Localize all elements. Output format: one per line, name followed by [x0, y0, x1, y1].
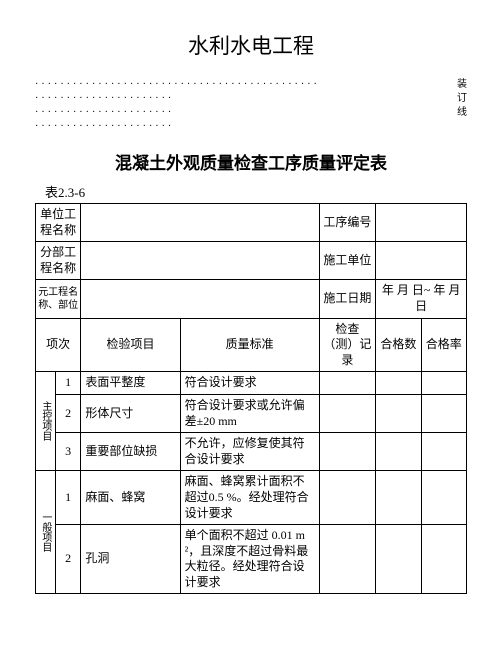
- row-item: 麻面、蜂窝: [81, 471, 180, 525]
- table-label: 表2.3-6: [45, 182, 457, 201]
- column-header-row: 项次 检验项目 质量标准 检查（测）记录 合格数 合格率: [36, 318, 467, 372]
- process-num-value: [376, 204, 467, 242]
- row-num: 1: [55, 372, 81, 395]
- table-row: 2 形体尺寸 符合设计要求或允许偏差±20 mm: [36, 394, 467, 432]
- row-pass-rate: [421, 471, 466, 525]
- row-item: 形体尺寸: [81, 394, 180, 432]
- row-std: 符合设计要求: [180, 372, 319, 395]
- table-row: 2 孔洞 单个面积不超过 0.01 m²，且深度不超过骨料最大粒径。经处理符合设…: [36, 525, 467, 594]
- row-item: 重要部位缺损: [81, 433, 180, 471]
- construction-date-value: 年 月 日~ 年 月 日: [376, 280, 467, 318]
- element-project-value: [81, 280, 319, 318]
- row-pass-rate: [421, 525, 466, 594]
- row-check: [319, 525, 376, 594]
- table-row: 主控项目 1 表面平整度 符合设计要求: [36, 372, 467, 395]
- construction-unit-value: [376, 242, 467, 280]
- row-num: 1: [55, 471, 81, 525]
- row-num: 2: [55, 525, 81, 594]
- col-zhiliang: 质量标准: [180, 318, 319, 372]
- row-item: 孔洞: [81, 525, 180, 594]
- row-check: [319, 372, 376, 395]
- table-row: 3 重要部位缺损 不允许，应修复使其符合设计要求: [36, 433, 467, 471]
- dots: ······················: [35, 92, 453, 106]
- row-std: 符合设计要求或允许偏差±20 mm: [180, 394, 319, 432]
- construction-date-label: 施工日期: [319, 280, 376, 318]
- division-project-label: 分部工程名称: [36, 242, 81, 280]
- dots: ······················: [35, 106, 453, 120]
- row-check: [319, 471, 376, 525]
- row-std: 不允许，应修复使其符合设计要求: [180, 433, 319, 471]
- row-std: 单个面积不超过 0.01 m²，且深度不超过骨料最大粒径。经处理符合设计要求: [180, 525, 319, 594]
- process-num-label: 工序编号: [319, 204, 376, 242]
- binding-xian: 线: [453, 106, 467, 120]
- unit-project-label: 单位工程名称: [36, 204, 81, 242]
- header-row-1: 单位工程名称 工序编号: [36, 204, 467, 242]
- row-pass-count: [376, 433, 421, 471]
- header-row-3: 元工程名称、部位 施工日期 年 月 日~ 年 月 日: [36, 280, 467, 318]
- binding-zhuang: 装: [453, 78, 467, 92]
- row-pass-rate: [421, 372, 466, 395]
- col-jianyan: 检验项目: [81, 318, 180, 372]
- row-check: [319, 394, 376, 432]
- binding-ding: 订: [453, 92, 467, 106]
- row-pass-count: [376, 471, 421, 525]
- dots: ······················: [35, 120, 461, 134]
- evaluation-table: 单位工程名称 工序编号 分部工程名称 施工单位 元工程名称、部位 施工日期 年 …: [35, 203, 467, 594]
- table-row: 一般项目 1 麻面、蜂窝 麻面、蜂窝累计面积不超过0.5 %。经处理符合设计要求: [36, 471, 467, 525]
- dots: ········································…: [35, 78, 453, 92]
- row-pass-count: [376, 372, 421, 395]
- group-main: 主控项目: [36, 372, 56, 471]
- col-xiangci: 项次: [36, 318, 81, 372]
- binding-marker: ········································…: [35, 78, 467, 134]
- row-std: 麻面、蜂窝累计面积不超过0.5 %。经处理符合设计要求: [180, 471, 319, 525]
- row-pass-count: [376, 525, 421, 594]
- row-check: [319, 433, 376, 471]
- row-pass-rate: [421, 394, 466, 432]
- header-row-2: 分部工程名称 施工单位: [36, 242, 467, 280]
- row-pass-count: [376, 394, 421, 432]
- sub-title: 混凝土外观质量检查工序质量评定表: [45, 149, 457, 174]
- construction-unit-label: 施工单位: [319, 242, 376, 280]
- col-jiancha: 检查（测）记录: [319, 318, 376, 372]
- row-pass-rate: [421, 433, 466, 471]
- unit-project-value: [81, 204, 319, 242]
- col-hegelv: 合格率: [421, 318, 466, 372]
- division-project-value: [81, 242, 319, 280]
- row-num: 2: [55, 394, 81, 432]
- row-num: 3: [55, 433, 81, 471]
- group-general: 一般项目: [36, 471, 56, 594]
- row-item: 表面平整度: [81, 372, 180, 395]
- col-hegeshu: 合格数: [376, 318, 421, 372]
- main-title: 水利水电工程: [45, 30, 457, 60]
- element-project-label: 元工程名称、部位: [36, 280, 81, 318]
